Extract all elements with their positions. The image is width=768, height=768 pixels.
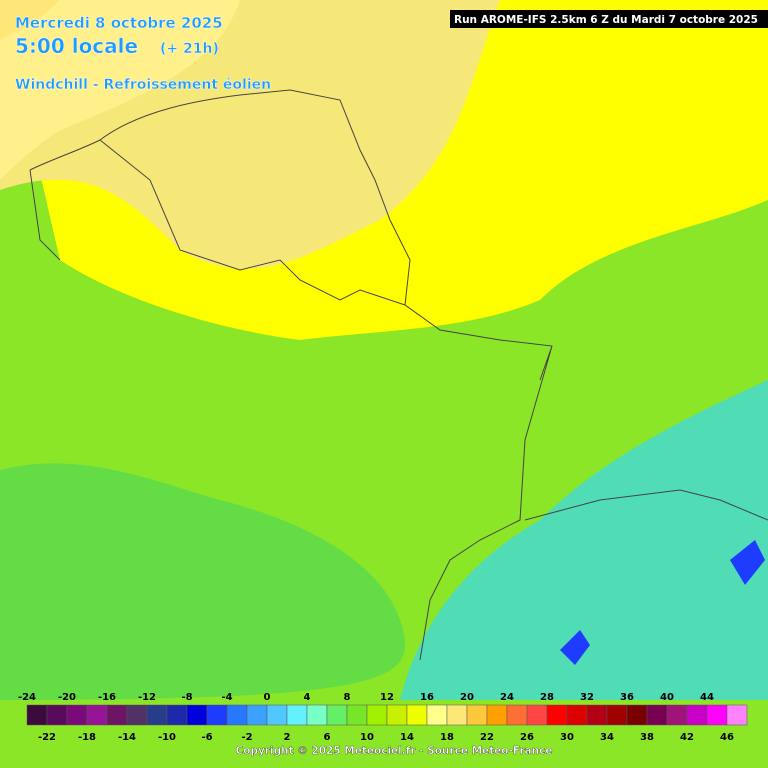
legend-swatch <box>86 704 108 726</box>
legend-swatch <box>246 704 268 726</box>
legend-swatch <box>226 704 248 726</box>
legend-label: 44 <box>700 692 714 703</box>
legend-label: 40 <box>660 692 674 703</box>
legend-swatch <box>386 704 408 726</box>
legend-swatch <box>286 704 308 726</box>
legend-label: 0 <box>264 692 271 703</box>
run-box <box>450 10 768 28</box>
green-zone <box>0 463 406 700</box>
alps-cold <box>560 540 765 665</box>
borders <box>29 89 768 661</box>
legend-swatch <box>306 704 328 726</box>
legend-label: -24 <box>18 692 36 703</box>
legend-swatch <box>206 704 228 726</box>
legend-swatch <box>506 704 528 726</box>
legend-label: 8 <box>344 692 351 703</box>
legend-swatch <box>326 704 348 726</box>
legend-swatch <box>606 704 628 726</box>
copyright: Copyright © 2025 Meteociel.fr - Source M… <box>236 745 553 757</box>
legend-label: -6 <box>201 732 212 743</box>
legend-swatch <box>686 704 708 726</box>
legend-swatch <box>126 704 148 726</box>
parameter: Windchill - Refroissement éolien <box>15 77 271 93</box>
legend-label: 18 <box>440 732 454 743</box>
legend-label: 28 <box>540 692 554 703</box>
legend-label: 16 <box>420 692 434 703</box>
legend-label: -10 <box>158 732 176 743</box>
legend-label: 38 <box>640 732 654 743</box>
legend-label: 22 <box>480 732 494 743</box>
legend-label: 12 <box>380 692 394 703</box>
legend-label: 34 <box>600 732 614 743</box>
legend-swatch <box>26 704 48 726</box>
channel-zone <box>0 0 60 40</box>
legend-swatch <box>266 704 288 726</box>
legend-swatch <box>366 704 388 726</box>
legend-label: 36 <box>620 692 634 703</box>
legend-label: 4 <box>304 692 311 703</box>
legend-label: -12 <box>138 692 156 703</box>
legend-label: 26 <box>520 732 534 743</box>
legend-swatch <box>566 704 588 726</box>
date: Mercredi 8 octobre 2025 <box>15 14 223 32</box>
legend-swatch <box>586 704 608 726</box>
legend-swatch <box>626 704 648 726</box>
legend-label: 46 <box>720 732 734 743</box>
legend-label: -22 <box>38 732 56 743</box>
offset: (+ 21h) <box>160 41 219 57</box>
legend-swatch <box>66 704 88 726</box>
legend-label: 24 <box>500 692 514 703</box>
legend-swatch <box>446 704 468 726</box>
legend-swatch <box>106 704 128 726</box>
legend-label: 30 <box>560 732 574 743</box>
legend-label: 10 <box>360 732 374 743</box>
legend-swatch <box>146 704 168 726</box>
legend-label: -14 <box>118 732 136 743</box>
legend-swatch <box>346 704 368 726</box>
legend-label: 32 <box>580 692 594 703</box>
legend-label: 6 <box>324 732 331 743</box>
legend-swatch <box>646 704 668 726</box>
legend-swatch <box>526 704 548 726</box>
legend-swatch <box>46 704 68 726</box>
legend-swatch <box>406 704 428 726</box>
legend-swatch <box>486 704 508 726</box>
legend-swatch <box>546 704 568 726</box>
cyan-zone <box>400 380 768 700</box>
legend-label: 42 <box>680 732 694 743</box>
legend-swatch <box>726 704 748 726</box>
legend-label: 14 <box>400 732 414 743</box>
legend-swatch <box>186 704 208 726</box>
legend-label: 2 <box>284 732 291 743</box>
legend-swatch <box>666 704 688 726</box>
time: 5:00 locale <box>15 34 138 58</box>
legend-label: -4 <box>221 692 232 703</box>
legend-swatch <box>166 704 188 726</box>
run-info: Run AROME-IFS 2.5km 6 Z du Mardi 7 octob… <box>454 14 758 26</box>
legend-label: -20 <box>58 692 76 703</box>
legend-label: 20 <box>460 692 474 703</box>
legend-swatch <box>426 704 448 726</box>
legend-label: -18 <box>78 732 96 743</box>
legend-swatch <box>706 704 728 726</box>
legend-label: -16 <box>98 692 116 703</box>
legend-label: -2 <box>241 732 252 743</box>
coast-zone <box>0 0 240 180</box>
legend-label: -8 <box>181 692 192 703</box>
legend-swatch <box>466 704 488 726</box>
